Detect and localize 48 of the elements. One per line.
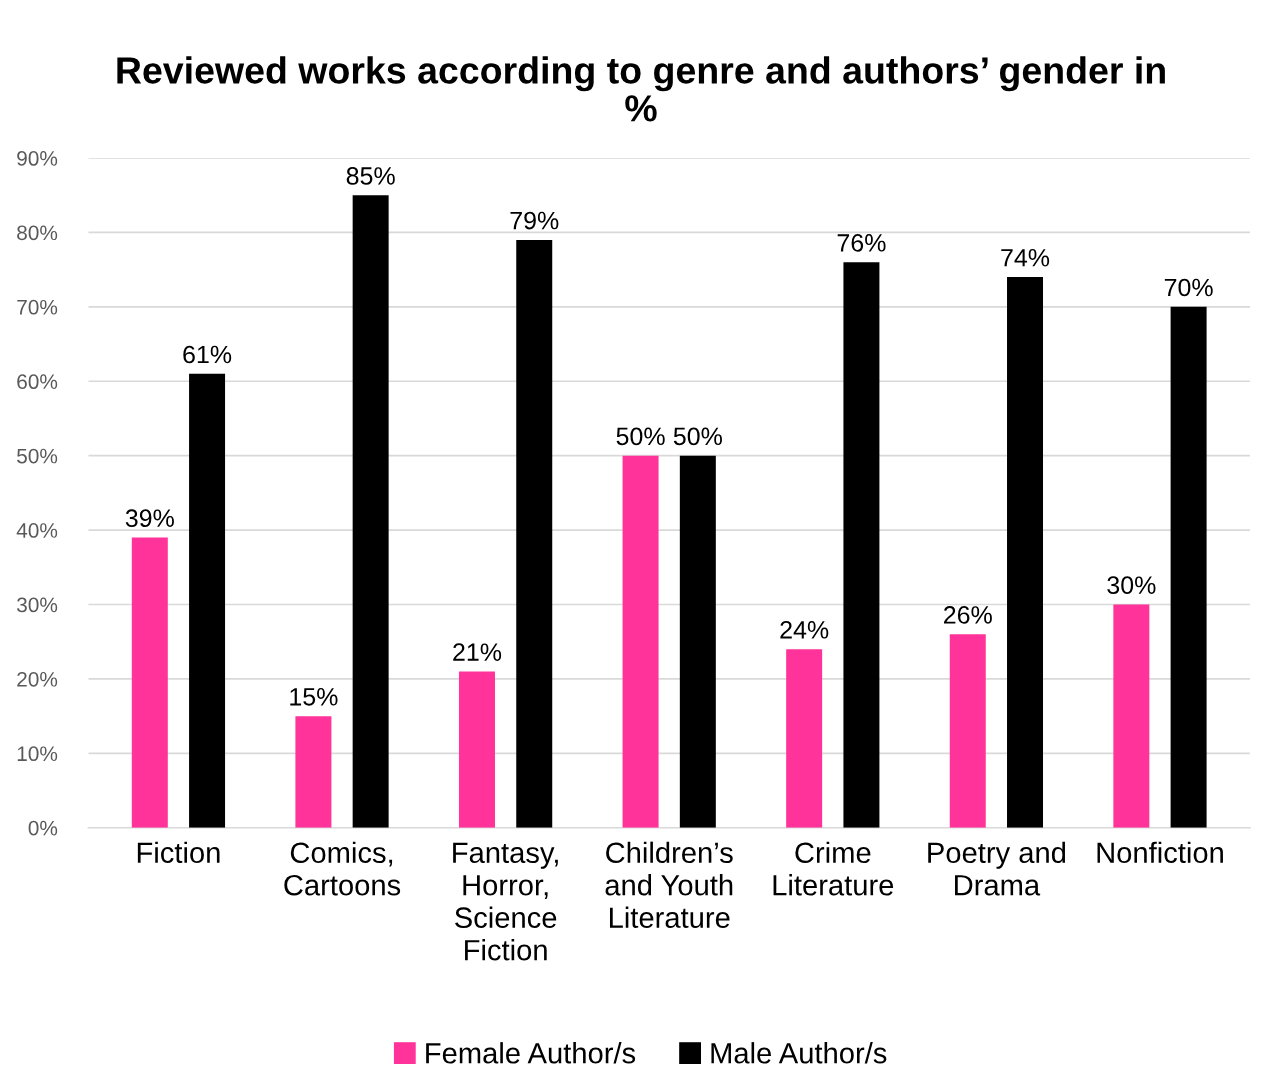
bar [189, 373, 226, 828]
data-label: 79% [510, 211, 559, 230]
y-tick-label: 50% [17, 448, 58, 464]
legend-label: Female Author/s [426, 1042, 636, 1064]
bar [622, 455, 659, 828]
data-label: 30% [1107, 576, 1156, 595]
bar [1007, 277, 1044, 828]
data-label: 50% [616, 427, 665, 446]
x-tick-label: Poetry and Drama [928, 841, 1066, 896]
y-tick-label: 30% [17, 597, 58, 613]
data-label: 50% [673, 427, 722, 446]
bar [679, 455, 716, 828]
y-tick-label: 0% [28, 820, 58, 836]
bar [295, 716, 332, 828]
y-tick-label: 60% [17, 374, 58, 390]
bar [458, 671, 495, 828]
y-tick-label: 70% [17, 299, 58, 315]
bar [516, 239, 553, 828]
data-label: 39% [125, 509, 174, 528]
data-label: 61% [183, 345, 232, 364]
data-label: 15% [290, 688, 338, 706]
y-tick-label: 20% [17, 671, 58, 687]
data-label: 85% [346, 167, 395, 185]
bar [131, 537, 168, 828]
bar [1113, 604, 1150, 828]
data-label: 26% [944, 606, 992, 624]
bar [949, 634, 986, 828]
bar [352, 195, 389, 828]
x-tick-label: Nonfiction [1097, 841, 1223, 864]
y-tick-label: 90% [17, 151, 58, 166]
data-label: 70% [1164, 278, 1213, 297]
bar [843, 262, 880, 828]
bar [1170, 306, 1207, 828]
chart-title: Reviewed works according to genre and authors’ gender in % [117, 56, 1165, 122]
y-tick-label: 80% [17, 225, 58, 241]
bar [786, 649, 823, 828]
x-tick-label: Comics, Cartoons [284, 841, 401, 896]
data-label: 24% [780, 620, 829, 639]
x-tick-label: Children’s and Youth Literature [605, 841, 733, 929]
x-tick-label: Fantasy, Horror, Science Fiction [453, 842, 558, 961]
data-label: 74% [1001, 249, 1050, 267]
data-label: 76% [837, 234, 886, 252]
x-tick-label: Crime Literature [773, 841, 894, 896]
data-label: 21% [453, 643, 502, 661]
legend-label: Male Author/s [711, 1042, 887, 1064]
x-tick-label: Fiction [137, 841, 220, 864]
y-tick-label: 10% [17, 746, 58, 762]
y-tick-label: 40% [16, 523, 58, 538]
